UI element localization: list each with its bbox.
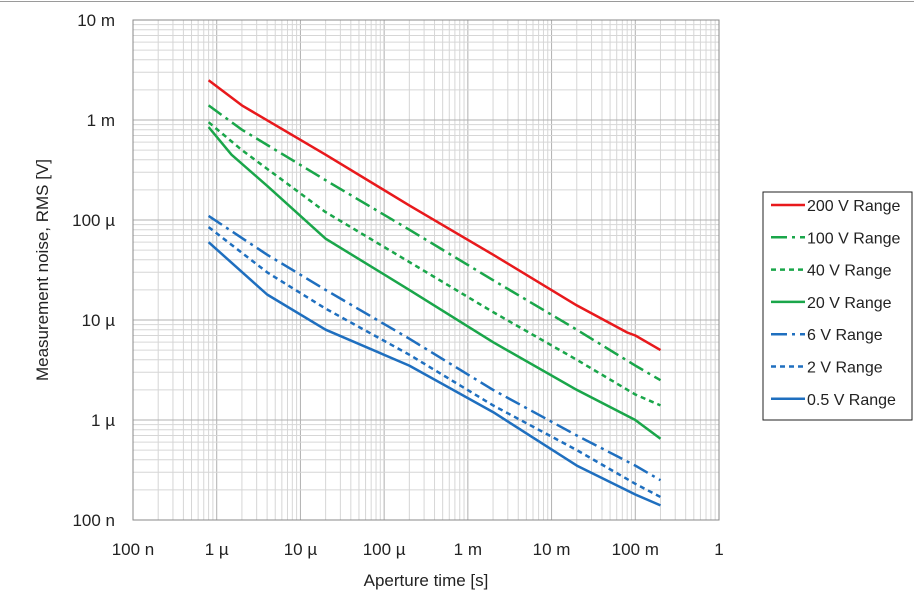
x-tick-label: 1 [714,540,723,559]
series-line-1 [207,79,662,352]
plot-frame [132,19,720,521]
y-tick-label: 100 n [72,511,115,530]
legend-label: 20 V Range [807,295,892,312]
legend-label: 2 V Range [807,360,883,377]
x-tick-label: 100 µ [363,540,406,559]
x-tick-label: 1 µ [205,540,229,559]
x-tick-label: 10 µ [284,540,318,559]
legend: 200 V Range 100 V Range 40 V Range 20 V Ran… [762,191,913,421]
x-tick-label: 100 m [612,540,659,559]
legend-label: 200 V Range [807,198,901,215]
legend-label: 6 V Range [807,327,883,344]
plot-area [133,20,719,520]
series-line-3 [207,121,661,407]
y-axis-label: Measurement noise, RMS [V] [33,159,52,381]
y-tick-label: 1 µ [91,411,115,430]
y-tick-labels: 100 n 1 µ 10 µ 100 µ 1 m 10 m [72,11,115,530]
x-tick-labels: 100 n 1 µ 10 µ 100 µ 1 m 10 m 100 m 1 [112,540,724,559]
x-tick-label: 100 n [112,540,155,559]
x-axis-label: Aperture time [s] [364,571,489,590]
series-layer [207,79,662,507]
x-tick-label: 10 m [533,540,571,559]
y-tick-label: 10 µ [82,311,116,330]
series-line-7 [207,241,661,507]
series-line-6 [207,226,662,499]
series-line-5 [207,214,662,482]
legend-label: 0.5 V Range [807,392,896,409]
legend-label: 40 V Range [807,263,892,280]
y-tick-label: 1 m [87,111,115,130]
series-line-4 [207,126,662,440]
y-tick-label: 10 m [77,11,115,30]
y-tick-label: 100 µ [72,211,115,230]
legend-label: 100 V Range [807,230,901,247]
x-tick-label: 1 m [454,540,482,559]
legend-box [762,191,913,421]
